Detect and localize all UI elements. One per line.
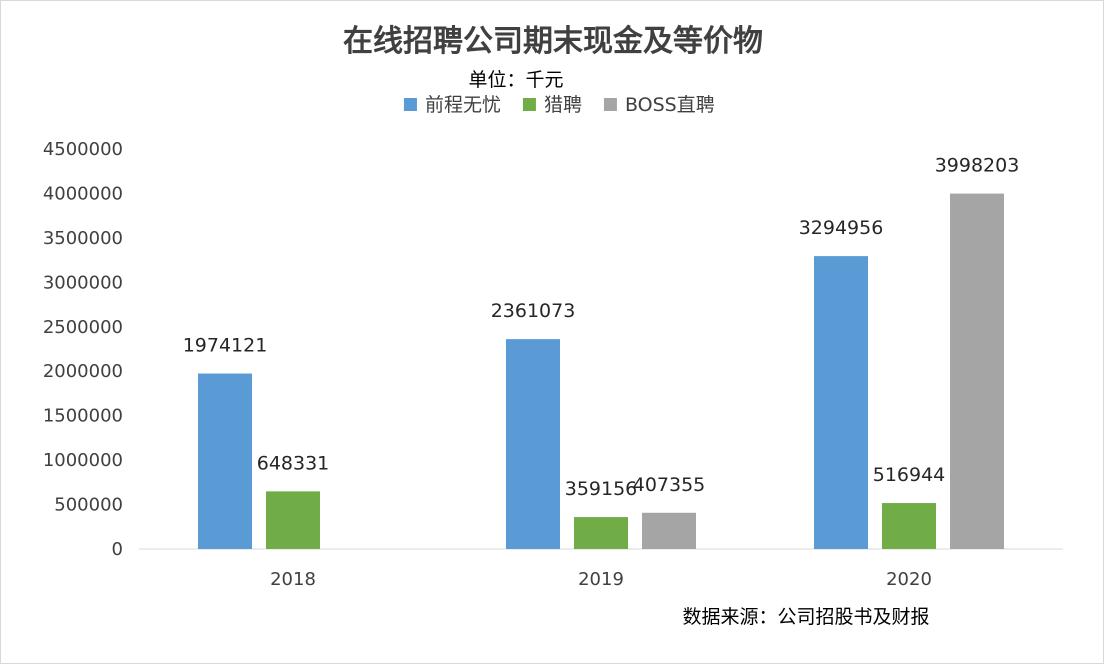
y-tick-label: 3500000 [43,228,123,249]
unit-note: 单位：千元 [468,69,563,91]
bar-series [198,193,1004,549]
data-label: 407355 [633,474,706,496]
legend-swatch [522,98,536,111]
y-tick-label: 2500000 [43,317,123,338]
data-label: 648331 [257,452,330,474]
data-label: 359156 [565,478,638,500]
y-tick-label: 3000000 [43,272,123,293]
x-tick-label: 2018 [270,569,316,590]
bar-前程无忧-2020 [814,256,868,549]
y-tick-label: 500000 [54,495,123,516]
bar-猎聘-2019 [574,517,628,549]
data-label: 3294956 [799,217,884,239]
bar-前程无忧-2018 [198,373,252,549]
y-tick-label: 4500000 [43,139,123,160]
data-label: 2361073 [491,300,576,322]
y-tick-label: 1500000 [43,406,123,427]
x-axis: 2018 2019 2020 [270,569,932,590]
bar-BOSS直聘-2020 [950,193,1004,549]
data-label: 516944 [873,464,946,486]
data-label: 3998203 [935,155,1020,177]
y-tick-label: 2000000 [43,361,123,382]
legend-swatch [603,98,617,111]
legend-label: BOSS直聘 [625,94,715,116]
legend-label: 前程无忧 [425,94,501,116]
data-label: 1974121 [183,335,268,357]
bar-猎聘-2018 [266,491,320,549]
legend-label: 猎聘 [544,94,582,116]
bar-猎聘-2020 [882,503,936,549]
y-axis: 0 500000 1000000 1500000 2000000 2500000 30000… [43,139,123,560]
chart-title: 在线招聘公司期末现金及等价物 [343,24,763,59]
y-tick-label: 0 [112,539,123,560]
x-tick-label: 2020 [886,569,932,590]
legend-swatch [403,98,417,111]
x-tick-label: 2019 [578,569,624,590]
source-note: 数据来源：公司招股书及财报 [682,606,929,628]
bar-BOSS直聘-2019 [642,512,696,549]
y-tick-label: 4000000 [43,183,123,204]
bar-前程无忧-2019 [506,339,560,549]
y-tick-label: 1000000 [43,450,123,471]
chart-legend: 前程无忧 猎聘 BOSS直聘 [403,94,715,116]
